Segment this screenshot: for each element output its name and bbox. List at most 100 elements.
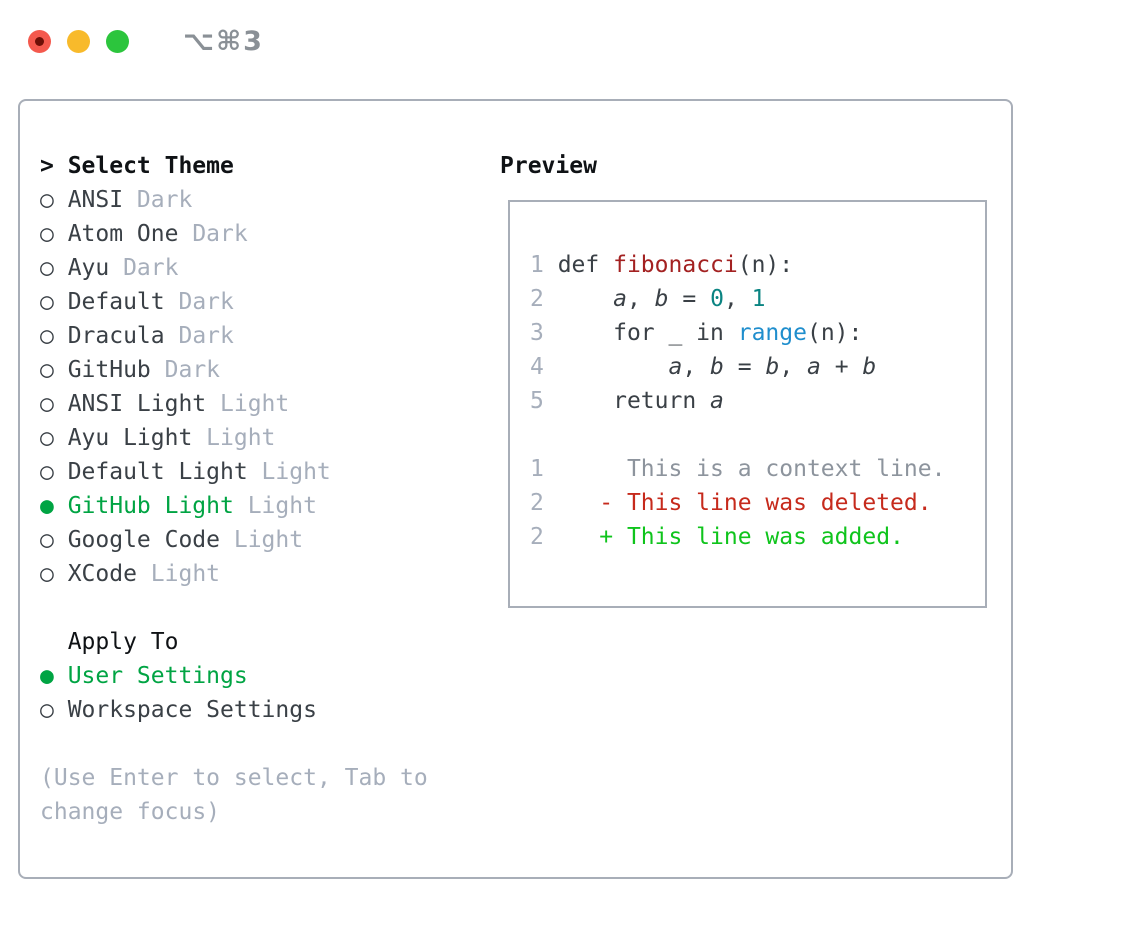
code-text — [544, 354, 669, 380]
radio-unselected-icon: ○ — [40, 289, 54, 315]
theme-preview-box: 1 def fibonacci(n): 2 a, b = 0, 1 3 for … — [508, 200, 987, 608]
code-text: , — [723, 286, 752, 312]
theme-option-xcode-light[interactable]: ○ XCode Light — [40, 557, 428, 591]
code-text: def — [543, 252, 614, 278]
code-text: , — [682, 354, 711, 380]
theme-variant: Dark — [178, 289, 234, 315]
line-number: 5 — [530, 388, 544, 414]
radio-unselected-icon: ○ — [40, 357, 54, 383]
theme-list: > Select Theme ○ ANSI Dark ○ Atom One Dark ○ A… — [40, 149, 428, 829]
theme-option-atom-one-dark[interactable]: ○ Atom One Dark — [40, 217, 428, 251]
line-number: 1 — [530, 252, 544, 278]
theme-variant: Light — [261, 459, 331, 485]
close-button[interactable] — [28, 30, 51, 53]
radio-unselected-icon: ○ — [40, 221, 54, 247]
theme-name: Default — [67, 289, 165, 315]
theme-option-ansi-light[interactable]: ○ ANSI Light Light — [40, 387, 428, 421]
code-text: , — [626, 286, 655, 312]
theme-name: XCode — [67, 561, 137, 587]
apply-option-user-settings[interactable]: ● User Settings — [40, 659, 428, 693]
radio-selected-icon: ● — [40, 493, 54, 519]
code-text: = — [723, 354, 766, 380]
code-line-1: 1 def fibonacci(n): — [530, 248, 985, 282]
builtin-function-token: range — [737, 320, 807, 346]
zoom-button[interactable] — [106, 30, 129, 53]
variable-token: a — [710, 388, 724, 414]
radio-unselected-icon: ○ — [40, 527, 54, 553]
code-text: return — [543, 388, 711, 414]
keyboard-hint-line-1: (Use Enter to select, Tab to — [40, 765, 428, 791]
radio-unselected-icon: ○ — [40, 561, 54, 587]
spacer-row — [40, 727, 428, 761]
theme-variant: Dark — [123, 255, 179, 281]
theme-option-default-light[interactable]: ○ Default Light Light — [40, 455, 428, 489]
apply-option-label: Workspace Settings — [67, 697, 317, 723]
theme-option-default-dark[interactable]: ○ Default Dark — [40, 285, 428, 319]
code-text: (n): — [737, 252, 794, 278]
code-line-4: 4 a, b = b, a + b — [530, 350, 985, 384]
diff-deleted-line: 2 - This line was deleted. — [530, 486, 985, 520]
theme-option-google-code-light[interactable]: ○ Google Code Light — [40, 523, 428, 557]
theme-variant: Dark — [192, 221, 248, 247]
variable-token: a — [613, 286, 627, 312]
diff-context-text: This is a context line. — [543, 456, 946, 482]
theme-variant: Dark — [164, 357, 221, 383]
code-text: , — [779, 354, 808, 380]
theme-name: Dracula — [67, 323, 165, 349]
code-line-2: 2 a, b = 0, 1 — [530, 282, 985, 316]
code-text: (n): — [806, 320, 863, 346]
theme-option-github-light-selected[interactable]: ● GitHub Light Light — [40, 489, 428, 523]
diff-deleted-text: - This line was deleted. — [543, 490, 932, 516]
theme-option-ayu-light[interactable]: ○ Ayu Light Light — [40, 421, 428, 455]
line-number: 2 — [530, 490, 544, 516]
theme-variant: Dark — [178, 323, 234, 349]
select-theme-header: > Select Theme — [40, 149, 428, 183]
prompt-arrow-icon: > — [40, 153, 54, 179]
theme-option-ansi-dark[interactable]: ○ ANSI Dark — [40, 183, 428, 217]
radio-unselected-icon: ○ — [40, 459, 54, 485]
variable-token: b — [710, 354, 724, 380]
keyboard-hint-line-2: change focus) — [40, 799, 221, 825]
spacer-row — [530, 418, 985, 452]
number-token: 1 — [751, 286, 766, 312]
variable-token: a — [668, 354, 683, 380]
code-text — [544, 286, 613, 312]
theme-variant: Light — [220, 391, 290, 417]
theme-name: GitHub — [67, 357, 151, 383]
variable-token: b — [765, 354, 780, 380]
theme-name: ANSI Light — [67, 391, 207, 417]
theme-option-dracula-dark[interactable]: ○ Dracula Dark — [40, 319, 428, 353]
theme-name: Default Light — [67, 459, 248, 485]
number-token: 0 — [710, 286, 724, 312]
function-name-token: fibonacci — [613, 252, 738, 278]
minimize-button[interactable] — [67, 30, 90, 53]
theme-option-github-dark[interactable]: ○ GitHub Dark — [40, 353, 428, 387]
preview-title: Preview — [500, 153, 597, 179]
radio-unselected-icon: ○ — [40, 187, 54, 213]
theme-name: ANSI — [67, 187, 124, 213]
code-line-5: 5 return a — [530, 384, 985, 418]
code-text: + — [820, 354, 863, 380]
theme-picker-panel: > Select Theme ○ ANSI Dark ○ Atom One Dark ○ A… — [18, 99, 1013, 879]
theme-variant: Light — [233, 527, 304, 553]
theme-option-ayu-dark[interactable]: ○ Ayu Dark — [40, 251, 428, 285]
theme-variant: Light — [150, 561, 221, 587]
spacer-row — [40, 591, 428, 625]
theme-name: Ayu Light — [67, 425, 193, 451]
variable-token: b — [654, 286, 669, 312]
radio-unselected-icon: ○ — [40, 323, 54, 349]
variable-token: a — [807, 354, 821, 380]
apply-option-workspace-settings[interactable]: ○ Workspace Settings — [40, 693, 428, 727]
theme-name: Atom One — [67, 221, 179, 247]
theme-name: Google Code — [67, 527, 221, 553]
radio-selected-icon: ● — [40, 663, 54, 689]
apply-to-header: Apply To — [40, 625, 428, 659]
diff-added-text: + This line was added. — [543, 524, 904, 550]
theme-variant: Dark — [136, 187, 193, 213]
theme-name: Ayu — [67, 255, 110, 281]
line-number: 3 — [530, 320, 544, 346]
select-theme-title: Select Theme — [67, 153, 234, 179]
line-number: 2 — [530, 524, 544, 550]
theme-variant: Light — [206, 425, 276, 451]
